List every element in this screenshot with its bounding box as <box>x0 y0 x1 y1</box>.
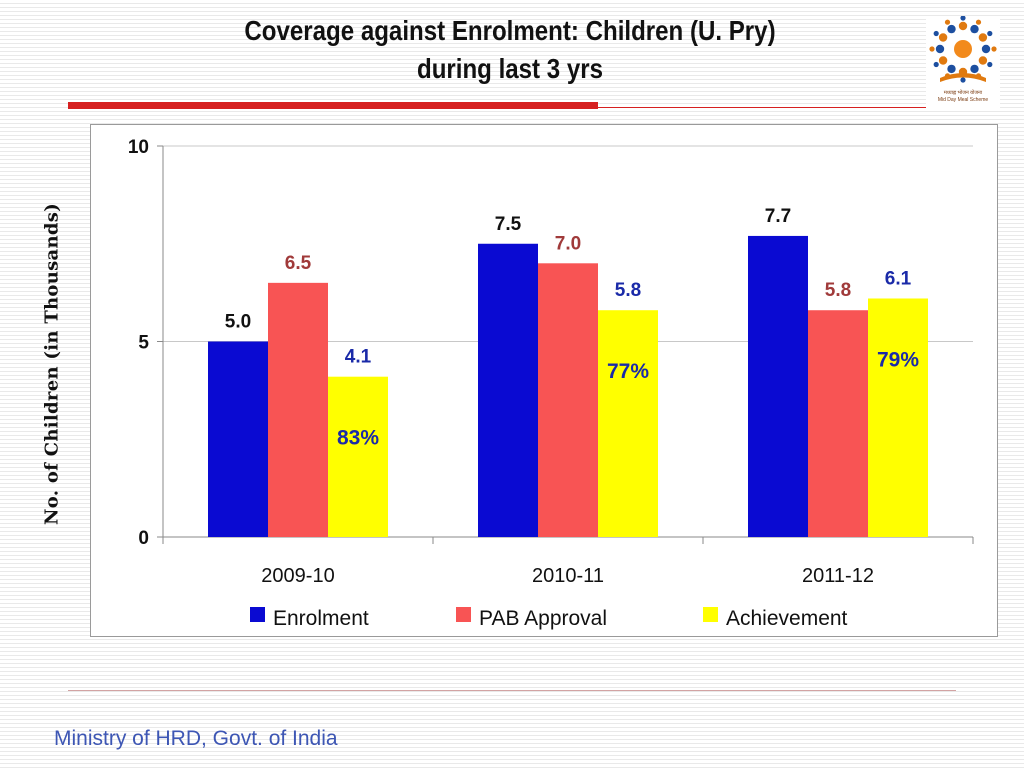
logo-book-icon <box>940 73 986 82</box>
legend-swatch <box>703 607 718 622</box>
footer-text: Ministry of HRD, Govt. of India <box>54 727 338 750</box>
x-tick-label: 2010-11 <box>532 565 604 587</box>
data-label: 5.0 <box>225 312 251 333</box>
logo-people-ring <box>929 16 997 83</box>
bar-enrolment <box>748 235 808 537</box>
data-label: 7.5 <box>495 214 522 235</box>
x-tick-label: 2011-12 <box>802 565 874 587</box>
logo-figure-head <box>933 61 939 68</box>
legend-label: PAB Approval <box>479 607 607 630</box>
logo-figure-head <box>929 46 935 52</box>
logo-figure <box>938 56 948 65</box>
footer-divider <box>68 690 956 691</box>
logo-caption-english: Mid Day Meal Scheme <box>937 97 989 103</box>
bar-pab-approval <box>268 282 328 537</box>
logo-figure <box>958 21 968 31</box>
bar-pab-approval <box>538 263 598 537</box>
title-line-2: during last 3 yrs <box>416 53 604 84</box>
x-tick-label: 2009-10 <box>261 565 334 587</box>
bar-pab-approval <box>808 310 868 537</box>
logo-figure-head <box>933 30 939 37</box>
data-label: 5.8 <box>825 280 851 301</box>
data-label: 5.8 <box>615 280 641 301</box>
page-title: Coverage against Enrolment: Children (U.… <box>183 12 837 88</box>
data-label: 7.0 <box>555 233 581 254</box>
y-tick-label: 0 <box>138 528 149 549</box>
logo-center-circle <box>954 40 972 58</box>
percentage-annotation: 77% <box>607 360 649 383</box>
title-underline-thick <box>68 102 598 109</box>
logo-figure-head <box>960 16 966 21</box>
bar-achievement <box>868 298 928 537</box>
logo-figure <box>978 33 988 42</box>
logo-figure <box>970 64 979 74</box>
logo-figure <box>935 44 945 54</box>
data-label: 4.1 <box>345 347 372 368</box>
percentage-annotation: 83% <box>337 427 379 450</box>
legend-swatch <box>456 607 471 622</box>
logo-figure <box>970 24 979 34</box>
logo-figure-head <box>987 61 993 68</box>
logo-figure <box>978 56 988 65</box>
logo-figure-head <box>991 46 997 52</box>
legend-swatch <box>250 607 265 622</box>
logo-figure <box>938 33 948 42</box>
mid-day-meal-logo: मध्याह्न भोजन योजना Mid Day Meal Scheme <box>926 16 1000 108</box>
data-label: 7.7 <box>765 206 791 227</box>
data-label: 6.5 <box>285 253 312 274</box>
y-tick-label: 10 <box>128 137 149 158</box>
logo-caption-hindi: मध्याह्न भोजन योजना <box>943 90 983 96</box>
logo-figure <box>947 24 956 34</box>
y-tick-label: 5 <box>138 333 149 354</box>
logo-figure-head <box>960 77 966 83</box>
logo-figure <box>947 64 956 74</box>
bar-enrolment <box>208 341 268 537</box>
title-underline-thin <box>598 107 930 108</box>
logo-figure-head <box>975 19 982 25</box>
bar-enrolment <box>478 243 538 537</box>
logo-figure <box>981 44 991 54</box>
bar-achievement <box>598 310 658 537</box>
legend-label: Achievement <box>726 607 848 630</box>
logo-figure-head <box>987 30 993 37</box>
logo-figure-head <box>944 19 951 25</box>
percentage-annotation: 79% <box>877 348 919 371</box>
legend-label: Enrolment <box>273 607 369 630</box>
logo-emblem-icon <box>929 16 997 83</box>
data-label: 6.1 <box>885 268 912 289</box>
title-underline <box>68 102 930 109</box>
title-line-1: Coverage against Enrolment: Children (U.… <box>244 15 776 46</box>
bar-achievement <box>328 376 388 537</box>
